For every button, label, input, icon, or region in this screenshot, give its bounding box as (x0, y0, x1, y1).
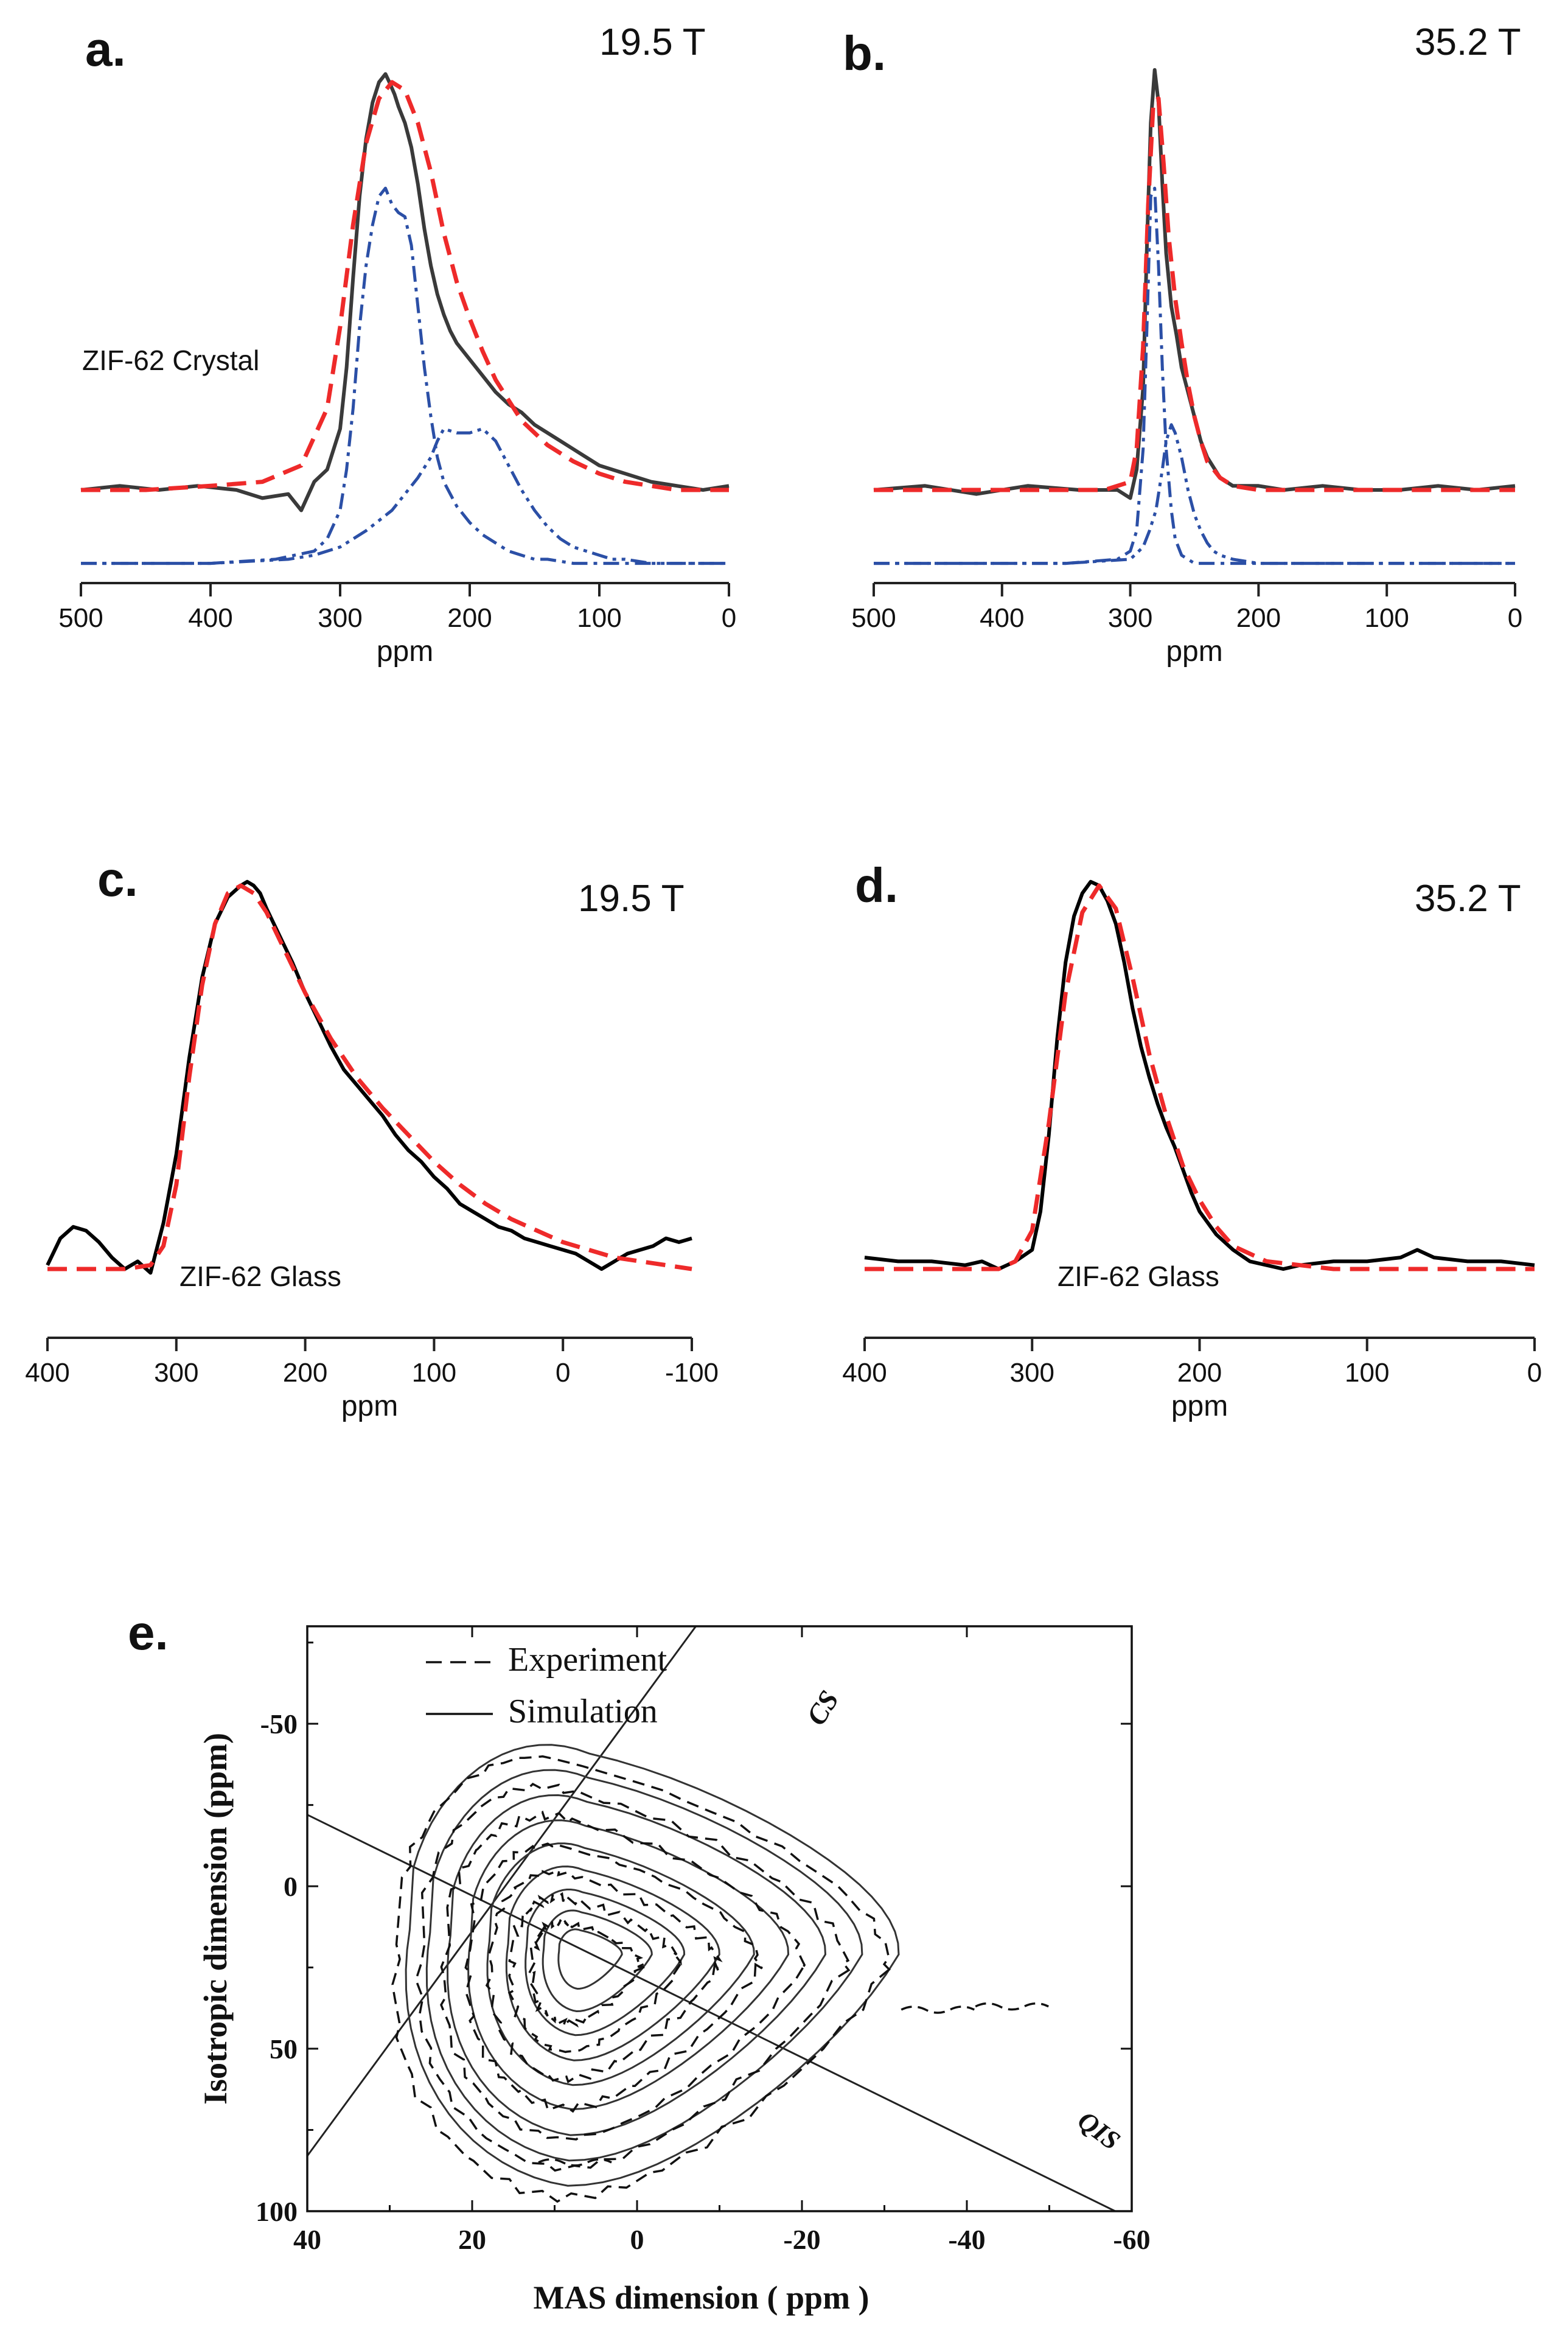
panel-label-c: c. (97, 852, 138, 906)
simulation-contour (446, 1794, 827, 2136)
x-tick-label-a: 500 (58, 603, 103, 633)
experiment-contour (440, 1810, 806, 2141)
x-tick-label-c: 200 (283, 1358, 327, 1388)
y-tick-label-e: 0 (284, 1871, 298, 1902)
x-tick-label-b: 500 (851, 603, 896, 633)
x-tick-label-e: 20 (458, 2224, 486, 2255)
series-d-experiment (864, 879, 1535, 1271)
x-tick-label-a: 0 (722, 603, 736, 633)
legend-label-experiment: Experiment (508, 1641, 667, 1679)
series-a-experiment (80, 72, 730, 512)
x-tick-label-c: 100 (412, 1358, 456, 1388)
y-tick-label-e: -50 (260, 1708, 298, 1739)
series-a-component-2 (81, 427, 729, 565)
experiment-contour (526, 1918, 647, 2028)
simulation-contour (557, 1928, 623, 1990)
x-tick-label-d: 100 (1345, 1358, 1389, 1388)
x-tick-label-d: 200 (1177, 1358, 1222, 1388)
series-b-fit (874, 96, 1515, 492)
simulation-contour (467, 1819, 790, 2111)
x-tick-label-b: 100 (1364, 603, 1409, 633)
x-tick-label-c: 400 (25, 1358, 69, 1388)
x-tick-label-e: 0 (630, 2224, 644, 2255)
x-axis-label-b: ppm (1166, 635, 1222, 668)
sample-annotation-c: ZIF-62 Glass (179, 1260, 341, 1292)
panel-label-d: d. (855, 858, 898, 912)
panel-label-a: a. (85, 22, 126, 76)
x-tick-label-d: 400 (842, 1358, 887, 1388)
x-tick-label-c: 0 (556, 1358, 570, 1388)
experiment-contour-fragment (538, 2158, 612, 2167)
field-strength-label-c: 19.5 T (578, 878, 685, 920)
field-strength-label-a: 19.5 T (599, 21, 706, 63)
reference-line-cs (307, 1626, 697, 2157)
x-tick-label-e: -20 (783, 2224, 820, 2255)
x-tick-label-e: -40 (948, 2224, 985, 2255)
panel-label-b: b. (843, 26, 886, 80)
x-axis-label-e: MAS dimension ( ppm ) (533, 2279, 869, 2316)
experiment-contour (414, 1782, 851, 2172)
x-tick-label-b: 200 (1236, 603, 1281, 633)
x-axis-label-c: ppm (341, 1390, 398, 1422)
series-d-fit (865, 883, 1535, 1271)
series-a-component-1 (81, 186, 729, 565)
simulation-contour (425, 1769, 863, 2162)
series-a-fit (81, 80, 729, 492)
x-tick-label-a: 100 (577, 603, 621, 633)
y-tick-label-e: 50 (270, 2033, 298, 2065)
x-tick-label-c: 300 (154, 1358, 198, 1388)
simulation-contour (542, 1909, 653, 2013)
experiment-contour-fragment (975, 2002, 1049, 2011)
series-b-component-2 (874, 423, 1515, 565)
series-b-component-1 (874, 186, 1515, 565)
legend-label-simulation: Simulation (508, 1693, 658, 1730)
field-strength-label-d: 35.2 T (1415, 878, 1521, 920)
panel-label-e: e. (128, 1606, 169, 1660)
series-c-fit (47, 883, 692, 1271)
x-tick-label-a: 200 (447, 603, 492, 633)
y-axis-label-e: Isotropic dimension (ppm) (197, 1733, 234, 2105)
experiment-contour (507, 1892, 682, 2054)
simulation-contour (524, 1889, 686, 2037)
experiment-contour (391, 1755, 891, 2203)
sample-annotation-d: ZIF-62 Glass (1058, 1260, 1219, 1292)
simulation-contour (505, 1865, 720, 2061)
x-tick-label-a: 300 (318, 603, 362, 633)
field-strength-label-b: 35.2 T (1415, 21, 1521, 63)
x-tick-label-b: 0 (1508, 603, 1522, 633)
x-tick-label-b: 300 (1108, 603, 1152, 633)
x-axis-label-d: ppm (1171, 1390, 1228, 1422)
simulation-contour (486, 1842, 755, 2086)
x-tick-label-c: -100 (665, 1358, 719, 1388)
sample-annotation-a: ZIF-62 Crystal (82, 344, 259, 376)
x-tick-label-b: 400 (980, 603, 1024, 633)
experiment-contour (485, 1869, 723, 2083)
series-b-experiment (873, 68, 1516, 500)
simulation-contour (405, 1744, 900, 2187)
x-tick-label-e: 40 (293, 2224, 321, 2255)
x-tick-label-e: -60 (1113, 2224, 1150, 2255)
series-c-experiment (46, 879, 692, 1275)
y-tick-label-e: 100 (256, 2196, 298, 2227)
reference-line-qis (307, 1814, 1116, 2211)
x-axis-label-a: ppm (377, 635, 433, 668)
x-tick-label-d: 0 (1527, 1358, 1542, 1388)
x-tick-label-a: 400 (188, 603, 232, 633)
experiment-contour-fragment (901, 2005, 975, 2014)
x-tick-label-d: 300 (1010, 1358, 1054, 1388)
